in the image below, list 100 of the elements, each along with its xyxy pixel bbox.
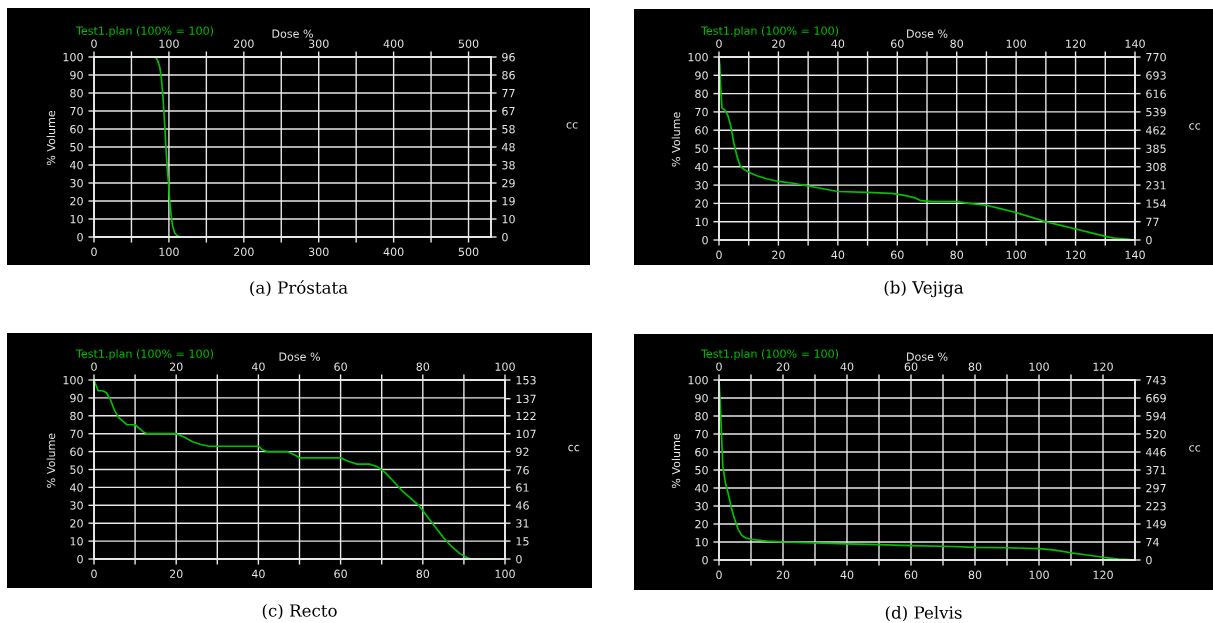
y-tick-label: 90 <box>70 70 83 80</box>
x2-tick-label: 20 <box>169 569 183 579</box>
x2-tick-label: 60 <box>334 569 347 579</box>
x2-tick-label: 100 <box>1006 250 1027 260</box>
y2-tick-label: 0 <box>516 554 522 564</box>
y-tick-label: 90 <box>695 393 708 403</box>
y-tick-label: 50 <box>695 144 708 153</box>
text: (b) Vejiga <box>884 280 964 298</box>
y2-tick-label: 371 <box>1146 465 1166 475</box>
y2-tick-label: 86 <box>502 70 515 80</box>
x-tick-label: 60 <box>890 39 904 48</box>
x-tick-label: 100 <box>1006 39 1027 48</box>
y2-axis-title: cc <box>1189 445 1201 452</box>
x-tick-label: 60 <box>904 362 918 371</box>
x-tick-label: 40 <box>251 362 265 371</box>
y-tick-label: 80 <box>70 411 83 421</box>
x-tick-label: 100 <box>1029 362 1049 371</box>
x2-tick-label: 400 <box>383 247 404 257</box>
y-tick-label: 100 <box>63 375 83 385</box>
x-tick-label: 0 <box>91 39 97 48</box>
y-tick-label: 70 <box>70 106 83 116</box>
x2-tick-label: 100 <box>159 247 179 257</box>
y2-tick-label: 693 <box>1146 71 1166 80</box>
x-tick-label: 80 <box>416 362 430 371</box>
y2-tick-label: 154 <box>1146 199 1166 208</box>
text: Test1.plan (100% = 100) <box>700 26 839 37</box>
y-tick-label: 20 <box>70 519 83 528</box>
y-tick-label: 70 <box>695 107 708 117</box>
x2-tick-label: 40 <box>251 569 265 579</box>
x-tick-label: 40 <box>831 39 845 48</box>
y2-tick-label: 594 <box>1146 411 1166 421</box>
x2-tick-label: 80 <box>950 250 964 260</box>
x-tick-label: 300 <box>308 39 329 48</box>
y-tick-label: 40 <box>69 160 83 170</box>
x2-tick-label: 120 <box>1093 570 1113 580</box>
y-tick-label: 50 <box>70 142 83 152</box>
y2-tick-label: 520 <box>1146 429 1166 439</box>
y2-tick-label: 231 <box>1146 181 1166 190</box>
x-tick-label: 120 <box>1066 39 1086 48</box>
x-tick-label: 0 <box>91 362 97 371</box>
y2-tick-label: 96 <box>502 52 515 62</box>
y2-tick-label: 770 <box>1146 52 1166 62</box>
y-tick-label: 10 <box>695 537 708 547</box>
x-tick-label: 0 <box>716 39 722 48</box>
x2-tick-label: 80 <box>416 569 430 579</box>
y2-tick-label: 462 <box>1145 126 1166 135</box>
y-tick-label: 10 <box>70 537 83 546</box>
x2-tick-label: 120 <box>1066 250 1086 260</box>
y-axis-title: % Volume <box>46 110 56 166</box>
x2-tick-label: 140 <box>1125 250 1145 260</box>
y2-tick-label: 0 <box>1146 235 1152 245</box>
y2-tick-label: 61 <box>516 483 529 492</box>
x-tick-label: 40 <box>840 362 854 371</box>
y-tick-label: 0 <box>702 235 708 245</box>
y-axis-title: % Volume <box>46 433 56 488</box>
y2-axis-title: cc <box>566 122 578 129</box>
x2-tick-label: 100 <box>495 569 515 579</box>
y-tick-label: 80 <box>70 88 83 98</box>
y2-tick-label: 223 <box>1146 501 1166 511</box>
y2-axis-title: cc <box>568 444 580 452</box>
y-tick-label: 40 <box>694 483 708 493</box>
y-tick-label: 30 <box>695 181 708 190</box>
text: Test1.plan (100% = 100) <box>75 26 214 37</box>
y2-tick-label: 616 <box>1146 89 1166 98</box>
y2-tick-label: 19 <box>502 196 515 206</box>
x2-tick-label: 200 <box>234 247 254 257</box>
y-tick-label: 50 <box>70 465 83 474</box>
y-tick-label: 10 <box>70 214 83 224</box>
x-tick-label: 100 <box>159 39 179 48</box>
y2-tick-label: 15 <box>516 537 529 546</box>
y-tick-label: 0 <box>77 554 83 564</box>
x2-tick-label: 0 <box>91 247 97 257</box>
y-tick-label: 100 <box>63 52 83 62</box>
x-axis-title: Dose % <box>279 352 320 361</box>
x-tick-label: 20 <box>776 362 790 371</box>
y2-tick-label: 77 <box>502 89 515 98</box>
x2-tick-label: 40 <box>831 250 845 260</box>
x2-tick-label: 40 <box>840 570 854 580</box>
x2-tick-label: 20 <box>772 250 785 260</box>
x-axis-title: Dose % <box>272 29 313 38</box>
x-tick-label: 200 <box>234 39 254 48</box>
x-axis-title: Dose % <box>907 352 948 361</box>
x-tick-label: 0 <box>716 362 722 371</box>
y2-tick-label: 743 <box>1146 375 1166 385</box>
x-tick-label: 80 <box>968 362 982 371</box>
y2-tick-label: 29 <box>502 178 515 188</box>
y2-tick-label: 76 <box>516 466 529 475</box>
y-tick-label: 30 <box>695 501 708 511</box>
y-tick-label: 20 <box>70 196 83 206</box>
y-axis-title: % Volume <box>671 433 681 489</box>
x2-tick-label: 20 <box>776 570 790 580</box>
y2-tick-label: 107 <box>516 429 536 439</box>
y-tick-label: 70 <box>695 429 708 439</box>
x-tick-label: 100 <box>495 362 515 371</box>
text: Test1.plan (100% = 100) <box>700 349 839 360</box>
y-tick-label: 60 <box>70 124 83 134</box>
x2-tick-label: 0 <box>716 570 722 580</box>
y2-tick-label: 58 <box>502 124 515 134</box>
y2-tick-label: 0 <box>502 232 508 242</box>
y2-tick-label: 74 <box>1146 538 1159 547</box>
